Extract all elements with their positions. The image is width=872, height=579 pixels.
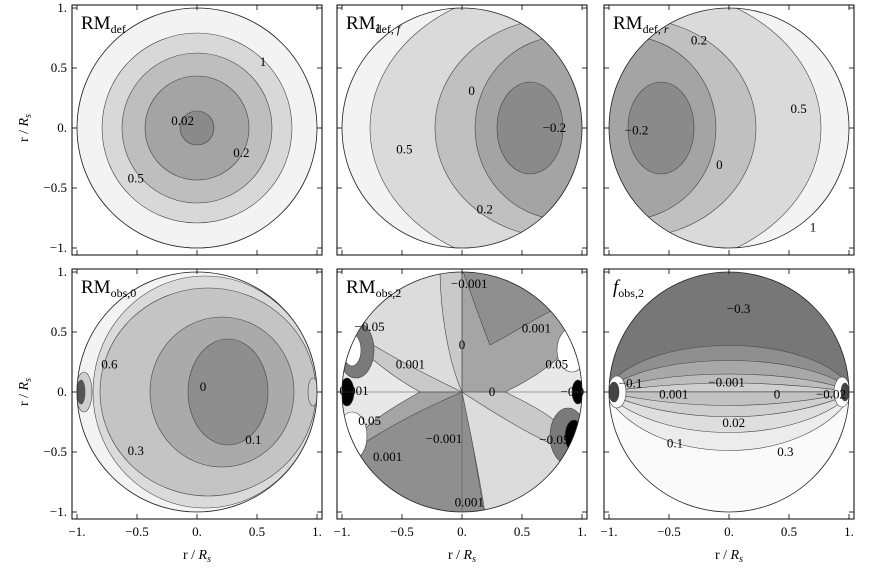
x-tick-label: 0. — [192, 524, 202, 539]
contour-label: −0.2 — [625, 122, 649, 137]
contour-label: 0.3 — [777, 444, 793, 459]
contour-label: 0.05 — [358, 413, 381, 428]
y-tick-label: 1. — [57, 0, 67, 15]
contour-label: −0.001 — [451, 276, 488, 291]
x-tick-label: 1. — [844, 524, 854, 539]
y-axis-label: r / Rs — [17, 114, 34, 142]
y-tick-label: −0.5 — [43, 444, 67, 459]
panel-title: RMobs,0 — [81, 277, 136, 300]
contour-label: 0.05 — [545, 356, 568, 371]
y-tick-label: −1. — [50, 240, 67, 255]
y-tick-label: −0.5 — [43, 180, 67, 195]
contour-label: 0.001 — [339, 383, 368, 398]
panel-rm-def — [71, 4, 323, 256]
x-tick-label: −1. — [600, 524, 617, 539]
panel-rm-def-r — [603, 4, 855, 256]
x-tick-label: 1. — [312, 524, 322, 539]
panel-rm-def-f — [336, 4, 588, 256]
x-axis-label: r / Rs — [183, 548, 211, 565]
contour-label: −0.3 — [727, 301, 751, 316]
contour-label: 0.1 — [667, 436, 683, 451]
x-tick-label: 0. — [724, 524, 734, 539]
contour-label: 0.02 — [722, 415, 745, 430]
y-tick-label: 0.5 — [51, 324, 67, 339]
y-tick-label: 0. — [57, 120, 67, 135]
panel-title: RMdef — [81, 13, 126, 36]
chart-annotations: 1.0.50.−0.5−1.r / RsRMdef10.020.20.5RMde… — [17, 0, 854, 565]
contour-label: 0 — [468, 83, 475, 98]
contour-label: 0.2 — [477, 202, 493, 217]
panel-f-obs-2 — [603, 268, 855, 520]
contour-label: 0.001 — [373, 449, 402, 464]
contour-label: 0.6 — [101, 356, 118, 371]
x-tick-label: −0.5 — [390, 524, 414, 539]
x-axis-label: r / Rs — [448, 548, 476, 565]
contour-label: −0.0 — [561, 384, 585, 399]
contour-label: 0 — [774, 386, 781, 401]
contour-label: 0.2 — [233, 145, 249, 160]
contour-label: 0.001 — [522, 320, 551, 335]
y-tick-label: −1. — [50, 504, 67, 519]
contour-label: 0 — [716, 157, 723, 172]
contour-label: 0.5 — [396, 142, 412, 157]
contour-label: 1 — [260, 54, 267, 69]
x-tick-label: 0.5 — [249, 524, 265, 539]
panel-annotations-1: RMdef, f1 0 −0.2 0.5 0.2 — [337, 5, 587, 255]
contour-label: −0.05 — [355, 319, 385, 334]
contour-fill — [77, 8, 317, 248]
contour-fill — [609, 8, 849, 248]
contour-label: −0.02 — [816, 386, 846, 401]
x-tick-label: −0.5 — [125, 524, 149, 539]
contour-label: 0 — [489, 384, 496, 399]
panel-title: fobs,2 — [613, 277, 644, 300]
contour-label: 0.1 — [245, 432, 261, 447]
y-axis-label: r / Rs — [17, 378, 34, 406]
contour-label: 0.001 — [396, 356, 425, 371]
contour-label: 0.001 — [659, 386, 688, 401]
panel-annotations-0: 1. 0.5 0. −0.5 −1. r / Rs RMdef 1 0.02 0.2 0.5 — [17, 0, 322, 255]
contour-fill — [77, 272, 317, 512]
x-tick-label: −1. — [68, 524, 85, 539]
y-tick-label: 1. — [57, 264, 67, 279]
contour-label: −0.001 — [708, 374, 745, 389]
contour-label: −0.05 — [539, 432, 569, 447]
contour-label: 0 — [459, 337, 466, 352]
panel-annotations-4: −1. −0.5 0. 0.5 1. r / Rs RMobs,2 −0.001 −0.05 0.… — [333, 269, 587, 565]
panel-title: RMdef, r — [613, 13, 669, 36]
panel-rm-obs-0 — [71, 268, 323, 520]
y-tick-label: 0.5 — [51, 60, 67, 75]
panel-title: RMdef, f — [346, 13, 402, 36]
panel-annotations-5: −1. −0.5 0. 0.5 1. r / Rs fobs,2 −0.3 −0.1 −0.001… — [600, 269, 854, 565]
x-tick-label: 1. — [577, 524, 587, 539]
contour-label: −0.2 — [543, 120, 567, 135]
x-tick-label: −0.5 — [657, 524, 681, 539]
contour-label: 1 — [810, 220, 817, 235]
contour-fill — [342, 8, 582, 248]
contour-label: −0.001 — [426, 431, 463, 446]
contour-label: 0 — [200, 379, 207, 394]
panel-title: RMobs,2 — [346, 277, 401, 300]
y-tick-label: 0. — [57, 384, 67, 399]
panel-annotations-3: 1. 0.5 0. −0.5 −1.−1. −0.5 0. 0.5 1. r / Rs r / Rs… — [17, 264, 322, 565]
contour-fill — [609, 272, 849, 512]
contour-label: 0.2 — [691, 32, 707, 47]
contour-label: 0.001 — [455, 494, 484, 509]
x-axis-label: r / Rs — [715, 548, 743, 565]
x-tick-label: 0.5 — [781, 524, 797, 539]
contour-label: 1 — [375, 20, 382, 35]
contour-label: 0.02 — [171, 113, 194, 128]
panel-annotations-2: RMdef, r 0.2 0.5 −0.2 0 1 — [604, 5, 854, 255]
contour-label: 0.5 — [128, 170, 144, 185]
x-tick-label: 0. — [457, 524, 467, 539]
contour-label: 0.3 — [128, 443, 144, 458]
panel-rm-obs-2 — [336, 268, 588, 520]
contour-label: −0.1 — [619, 376, 643, 391]
x-tick-label: −1. — [333, 524, 350, 539]
x-tick-label: 0.5 — [514, 524, 530, 539]
contour-label: 0.5 — [790, 101, 806, 116]
